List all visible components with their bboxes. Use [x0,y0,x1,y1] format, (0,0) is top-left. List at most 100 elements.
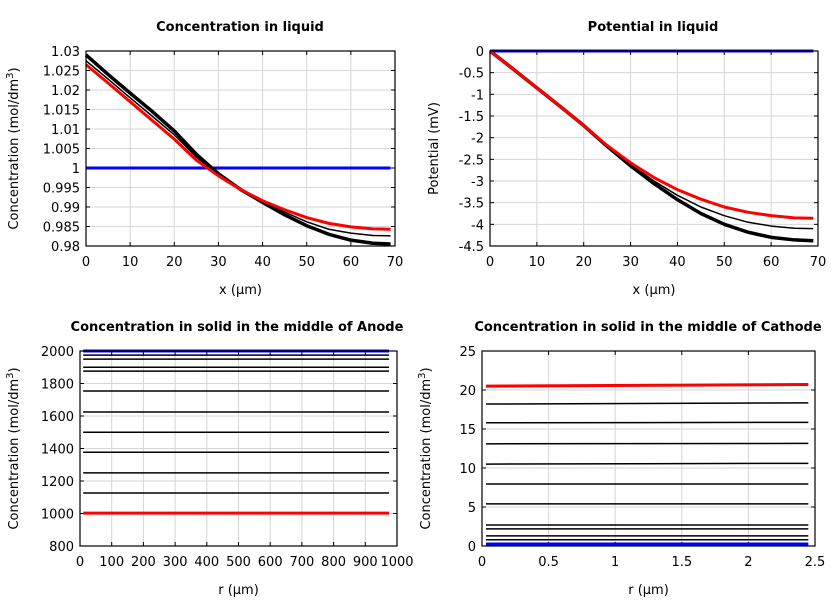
chart-1: Potential in liquid 0 10 20 30 40 50 60 70 -4.5 -4… [427,20,826,298]
y-tick-label: 0.985 [43,221,80,236]
x-tick-label: 30 [210,255,227,270]
x-tick-label: 40 [254,255,271,270]
y-tick-label: 1000 [41,508,74,523]
y-tick-label: 1.025 [43,65,80,80]
x-tick-label: 900 [353,555,378,570]
y-tick-label: 1.005 [43,143,80,158]
x-tick-label: 600 [258,555,283,570]
x-tick-label: 70 [810,255,827,270]
y-tick-label: -0.5 [459,67,484,82]
y-tick-label: 10 [459,462,476,477]
y-tick-label: 25 [459,345,476,360]
x-tick-label: 2 [744,555,752,570]
chart-2: Concentration in solid in the middle of … [5,320,414,598]
x-tick-label: 0 [76,555,84,570]
y-axis-label-text: Potential (mV) [427,102,442,195]
y-tick-label: 1.03 [51,45,80,60]
x-tick-label: 50 [716,255,733,270]
y-axis-label: Concentration (mol/dm3) [417,367,434,529]
x-tick-label: 1 [611,555,619,570]
plot-frame [489,50,819,247]
series-line-1 [84,53,391,246]
x-tick-label: 0.5 [538,555,559,570]
y-tick-label: -2 [471,132,484,147]
y-axis-label: Potential (mV) [427,102,442,195]
x-tick-label: 50 [298,255,315,270]
x-tick-label: 0 [486,255,494,270]
y-tick-label: 0 [468,540,476,555]
y-tick-label: 0.995 [43,182,80,197]
y-tick-label: 0.98 [51,240,80,255]
x-tick-label: 1000 [380,555,413,570]
y-axis-label-sup: 3 [417,373,428,379]
y-axis-label-end: ) [7,367,22,372]
y-tick-label: 0 [476,45,484,60]
y-tick-label: -3.5 [459,197,484,212]
x-tick-label: 20 [166,255,183,270]
chart-title: Concentration in liquid [156,20,324,35]
series-line-1 [488,49,814,243]
y-tick-label: 1 [72,162,80,177]
series-line-3 [489,49,814,220]
series-line-11 [485,383,809,388]
x-tick-label: 60 [763,255,780,270]
y-tick-label: 5 [468,501,476,516]
x-axis-label: x (µm) [633,283,676,298]
series-line-7 [485,462,809,465]
x-tick-label: 20 [575,255,592,270]
chart-3: Concentration in solid in the middle of … [417,320,825,598]
y-axis-label-sup: 3 [5,373,16,379]
chart-0: Concentration in liquid 0 10 20 30 40 50 60 70 0.… [5,20,403,298]
y-tick-label: 2000 [41,345,74,360]
plot-frame [481,350,816,547]
y-tick-label: 15 [459,423,476,438]
series-line-3 [85,63,391,231]
x-tick-label: 400 [194,555,219,570]
y-axis-label-text: Concentration (mol/dm [419,379,434,530]
x-axis-label: r (µm) [628,583,669,598]
y-axis-label-text: Concentration (mol/dm [7,79,22,230]
y-axis-label-text: Concentration (mol/dm [7,379,22,530]
plot-frame [79,350,398,547]
y-tick-label: 1400 [41,443,74,458]
series-line-10 [485,402,809,405]
y-tick-label: -4.5 [459,240,484,255]
x-tick-label: 800 [321,555,346,570]
y-tick-label: -3 [471,175,484,190]
x-tick-label: 40 [669,255,686,270]
chart-title: Potential in liquid [588,20,719,35]
y-axis-label: Concentration (mol/dm3) [5,367,22,529]
x-tick-label: 0 [82,255,90,270]
x-tick-label: 700 [289,555,314,570]
y-tick-label: 1600 [41,410,74,425]
y-tick-label: 1.01 [51,123,80,138]
x-tick-label: 100 [99,555,124,570]
y-tick-label: -2.5 [459,153,484,168]
y-tick-label: -4 [471,218,484,233]
x-tick-label: 1.5 [671,555,692,570]
x-tick-label: 300 [163,555,188,570]
x-tick-label: 70 [387,255,404,270]
y-tick-label: 1.02 [51,84,80,99]
y-tick-label: -1.5 [459,110,484,125]
y-axis-label-end: ) [419,367,434,372]
y-tick-label: 800 [49,540,74,555]
y-axis-label: Concentration (mol/dm3) [5,67,22,229]
y-axis-label-end: ) [7,67,22,72]
y-tick-label: 1.015 [43,104,80,119]
x-tick-label: 60 [343,255,360,270]
x-tick-label: 10 [529,255,546,270]
x-tick-label: 10 [122,255,139,270]
x-tick-label: 200 [131,555,156,570]
x-tick-label: 2.5 [805,555,826,570]
chart-title: Concentration in solid in the middle of … [474,320,822,335]
y-axis-label-sup: 3 [5,73,16,79]
y-tick-label: 20 [459,384,476,399]
x-tick-label: 500 [226,555,251,570]
x-tick-label: 30 [622,255,639,270]
plot-frame [85,50,396,247]
chart-title: Concentration in solid in the middle of … [71,320,404,335]
y-tick-label: 1800 [41,378,74,393]
y-tick-label: 0.99 [51,201,80,216]
